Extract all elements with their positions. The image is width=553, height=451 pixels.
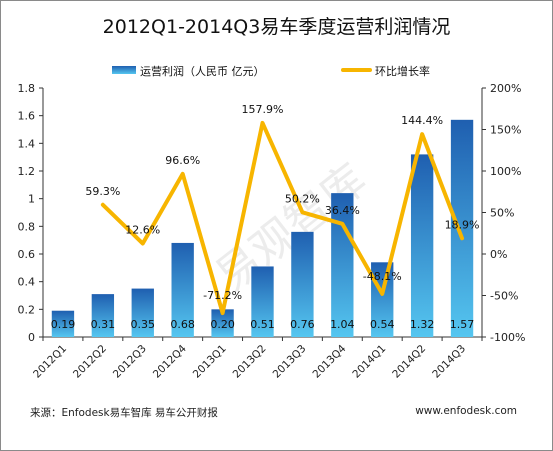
y-left-tick-label: 0.8 [18,220,36,233]
y-left-tick-label: 1.4 [18,137,36,150]
x-tick-label: 2012Q4 [151,342,189,380]
bar-value-label: 1.57 [450,318,475,331]
y-left-tick-label: 0.6 [18,248,36,261]
y-right-tick-label: 50% [490,207,514,220]
bar [51,310,75,337]
growth-rate-label: 96.6% [165,154,200,167]
y-right-tick-label: -50% [490,290,518,303]
bar [211,309,234,337]
bar [251,266,274,337]
bar-value-label: 0.20 [210,318,235,331]
growth-rate-label: 36.4% [325,204,360,217]
x-tick-label: 2014Q1 [350,343,388,381]
bar-value-label: 0.68 [170,318,195,331]
site-url: www.enfodesk.com [415,405,517,417]
growth-rate-label: 18.9% [445,218,480,231]
x-tick-label: 2013Q2 [231,343,269,381]
bar [291,231,314,337]
x-tick-label: 2012Q2 [71,343,109,381]
legend-line-label: 环比增长率 [375,64,430,78]
legend-bar-label: 运营利润（人民币 亿元） [140,64,265,78]
bar [450,119,474,337]
bar [171,242,194,337]
y-left-tick-label: 1 [28,193,35,206]
y-left-tick-label: 0.4 [18,276,36,289]
y-left-tick-label: 1.6 [18,110,36,123]
x-tick-label: 2013Q3 [271,343,309,381]
bar-value-label: 0.31 [91,318,116,331]
x-tick-label: 2014Q3 [430,343,468,381]
bar-value-label: 0.54 [370,318,395,331]
bar-value-label: 1.32 [410,318,435,331]
source-note: 来源：Enfodesk易车智库 易车公开财报 [30,407,218,419]
growth-rate-label: 50.2% [285,192,320,205]
bar-value-label: 0.76 [290,318,315,331]
y-left-tick-label: 0 [28,331,35,344]
x-tick-label: 2013Q1 [191,343,229,381]
y-right-tick-label: 150% [490,124,521,137]
bar [331,193,354,337]
growth-rate-label: 12.6% [125,224,160,237]
growth-rate-line [100,120,465,316]
bar [91,294,115,337]
bar-value-label: 1.04 [330,318,355,331]
y-right-tick-label: 200% [490,82,521,95]
bar-value-label: 0.35 [131,318,156,331]
growth-rate-label: -48.1% [363,270,402,283]
x-tick-label: 2012Q3 [111,343,149,381]
y-left-tick-label: 1.2 [18,165,36,178]
x-tick-label: 2013Q4 [310,342,348,380]
y-left-tick-label: 1.8 [18,82,36,95]
y-right-tick-label: 100% [490,165,521,178]
x-tick-label: 2014Q2 [390,343,428,381]
growth-rate-label: 144.4% [401,114,443,127]
y-right-tick-label: 0% [490,248,507,261]
chart-title: 2012Q1-2014Q3易车季度运营利润情况 [102,16,451,38]
bar [410,154,434,337]
growth-rate-label: -71.2% [203,289,242,302]
y-right-tick-label: -100% [490,331,525,344]
growth-rate-label: 59.3% [85,185,120,198]
growth-rate-label: 157.9% [242,103,284,116]
legend-bar-swatch [112,66,136,74]
y-left-tick-label: 0.2 [18,303,36,316]
bar [131,288,154,337]
bar-value-label: 0.19 [51,318,76,331]
bar-value-label: 0.51 [250,318,275,331]
x-tick-label: 2012Q1 [31,343,69,381]
